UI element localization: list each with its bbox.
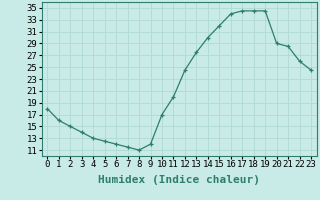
X-axis label: Humidex (Indice chaleur): Humidex (Indice chaleur) [98,175,260,185]
